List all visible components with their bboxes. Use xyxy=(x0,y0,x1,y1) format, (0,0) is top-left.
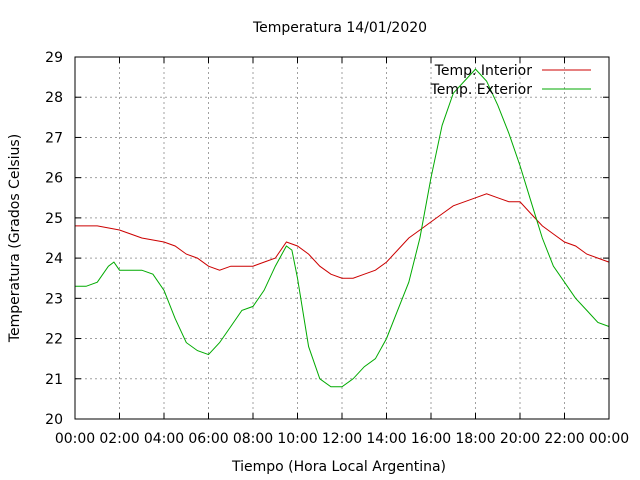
legend-label: Temp. Interior xyxy=(434,63,533,79)
x-tick-label: 00:00 xyxy=(55,431,95,447)
x-tick-label: 14:00 xyxy=(366,431,406,447)
x-tick-label: 16:00 xyxy=(411,431,451,447)
y-tick-label: 29 xyxy=(45,50,63,66)
x-tick-label: 00:00 xyxy=(589,431,629,447)
x-tick-label: 18:00 xyxy=(455,431,495,447)
x-tick-label: 10:00 xyxy=(277,431,317,447)
x-tick-label: 22:00 xyxy=(544,431,584,447)
y-tick-label: 27 xyxy=(45,130,63,146)
y-tick-label: 21 xyxy=(45,372,63,388)
chart-title: Temperatura 14/01/2020 xyxy=(252,20,427,36)
y-axis-label: Temperatura (Grados Celsius) xyxy=(7,134,23,343)
axis-ticks: 00:00 02:00 04:00 06:00 08:00 10:00 12:00 14:00… xyxy=(45,50,629,447)
y-tick-label: 28 xyxy=(45,90,63,106)
series-layer xyxy=(75,68,610,388)
y-tick-label: 24 xyxy=(45,251,63,267)
series-line-interior xyxy=(75,193,610,279)
y-tick-label: 23 xyxy=(45,291,63,307)
y-tick-label: 20 xyxy=(45,412,63,428)
y-tick-label: 22 xyxy=(45,332,63,348)
grid-lines xyxy=(75,57,609,419)
x-tick-label: 20:00 xyxy=(500,431,540,447)
series-line-exterior xyxy=(75,68,610,388)
x-tick-label: 08:00 xyxy=(233,431,273,447)
x-tick-label: 02:00 xyxy=(99,431,139,447)
x-tick-label: 04:00 xyxy=(144,431,184,447)
legend-label: Temp. Exterior xyxy=(430,82,533,98)
y-tick-label: 25 xyxy=(45,211,63,227)
y-tick-label: 26 xyxy=(45,171,63,187)
x-tick-label: 12:00 xyxy=(322,431,362,447)
x-tick-label: 06:00 xyxy=(188,431,228,447)
legend: Temp. Interior Temp. Exterior xyxy=(430,63,591,98)
x-axis-label: Tiempo (Hora Local Argentina) xyxy=(231,459,446,475)
